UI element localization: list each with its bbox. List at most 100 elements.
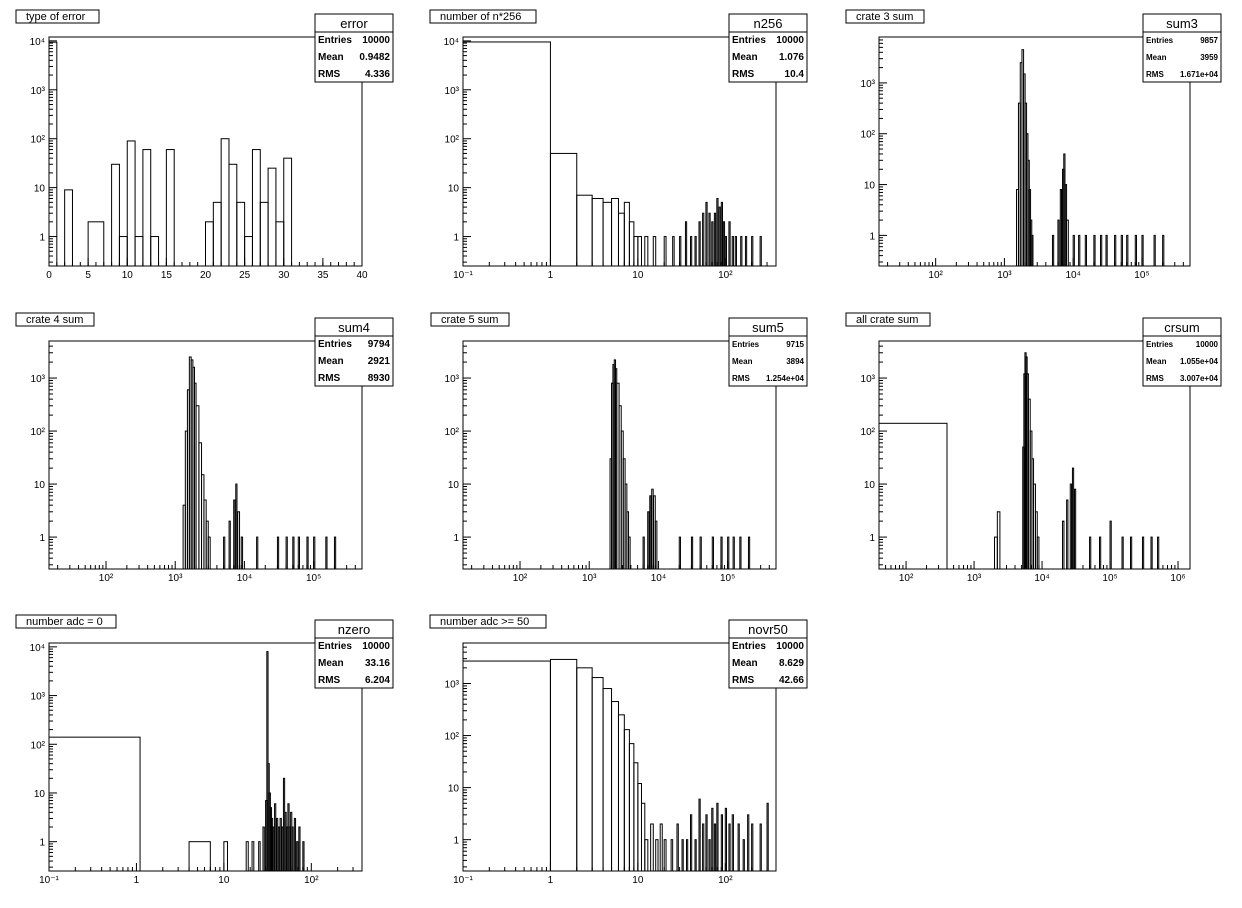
histogram-bin [1071,467,1075,570]
stats-entries-label: Entries [318,35,352,46]
histogram-bin [732,536,735,570]
y-tick-label: 10 [34,480,46,491]
plot-frame [878,36,1191,267]
stats-entries-label: Entries [732,641,766,652]
histogram-bin [684,221,688,267]
stats-rms-value: 3.007e+04 [1180,374,1219,383]
stats-box [314,317,394,387]
stats-mean-label: Mean [318,658,344,669]
y-tick-label: 10 [34,184,46,195]
histogram-bin [628,221,635,267]
histogram-bin [1126,234,1129,267]
histogram-bin [737,823,740,872]
histogram-bin [1031,234,1034,267]
stats-mean-value: 3894 [786,357,804,366]
histogram-bin [272,826,275,872]
histogram-bin [220,138,230,267]
histogram-bin [602,201,613,267]
histogram-title-box [15,9,100,24]
histogram-bin [617,212,625,267]
histogram-bin [720,536,723,570]
stats-rms-value: 6.204 [365,675,390,686]
histogram-bin [1078,234,1081,267]
x-tick-label: 10⁵ [1102,573,1117,584]
histogram-panel-6: 10² 10³ 10⁴ 10⁵ 10⁶ 1 10 10² 10³ all crate sum crs… [845,312,1222,584]
x-tick-label: 10³ [168,573,183,584]
histogram-bin [1105,234,1108,267]
histogram-bin [727,536,730,570]
stats-mean-value: 1.055e+04 [1180,357,1219,366]
histogram-bin [637,236,642,267]
y-tick-label: 10 [448,784,460,795]
histogram-bin [205,221,214,267]
histogram-bin [462,660,551,872]
histogram-bin [1036,536,1040,570]
stats-rms-label: RMS [318,69,341,80]
stats-mean-label: Mean [732,52,758,63]
histogram-bin [236,201,246,267]
histogram-bin [633,762,639,872]
histogram-bin [996,511,1001,570]
stats-entries-value: 9715 [786,340,804,349]
histogram-bin [740,236,743,267]
histogram-panel-7: 10⁻¹ 1 10 10² 1 10 10² 10³ 10⁴ number adc = 0 nzer… [15,614,394,886]
histogram-panel-3: 10² 10³ 10⁴ 10⁵ 1 10 10² 10³ crate 3 sum sum3 Entr… [845,9,1222,281]
stats-rms-label: RMS [1146,374,1164,383]
x-tick-label: 10² [928,270,943,281]
stats-rms-label: RMS [1146,70,1164,79]
histogram-title: number adc >= 50 [440,616,529,628]
stats-mean-label: Mean [732,658,758,669]
histogram-bin [1157,536,1160,570]
stats-histogram-name: n256 [754,16,783,31]
x-tick-label: 25 [239,270,251,281]
stats-box [728,317,808,387]
histogram-bin [644,839,649,872]
y-tick-label: 1 [39,233,45,244]
histogram-bin [313,536,316,570]
histogram-bin [1057,219,1060,267]
histogram-bin [1100,234,1103,267]
x-tick-label: 10⁵ [306,573,321,584]
y-tick-label: 10 [448,480,460,491]
x-tick-label: 10² [899,573,914,584]
y-tick-label: 10⁴ [30,643,45,654]
histogram-bin [87,221,105,267]
histogram-bin [679,236,682,267]
stats-mean-value: 33.16 [365,658,390,669]
stats-mean-label: Mean [1146,357,1167,366]
histogram-bin [628,743,635,872]
histogram-bin [549,658,578,872]
stats-mean-label: Mean [318,52,344,63]
histogram-bin [650,823,654,872]
x-tick-label: 10³ [967,573,982,584]
histogram-bin [291,826,294,872]
histogram-bin [652,236,657,267]
stats-box [1142,317,1222,387]
histogram-panel-1: 0 5 10 15 20 25 30 35 40 1 10 10² 10³ 10⁴ type of erro… [15,9,394,281]
x-tick-label: 5 [85,270,91,281]
histogram-bin [1141,234,1144,267]
x-tick-label: 10⁴ [1065,270,1080,281]
histogram-bin [1084,234,1087,267]
histogram-bin [690,236,693,267]
histogram-bin [266,651,269,872]
histogram-bin [731,236,734,267]
histogram-bin [699,536,702,570]
stats-rms-label: RMS [318,373,341,384]
histogram-bin [1114,234,1117,267]
histogram-bin [298,826,301,872]
stats-box [314,13,394,83]
y-tick-label: 10 [34,789,46,800]
stats-entries-label: Entries [732,340,760,349]
y-tick-label: 1 [453,836,459,847]
stats-histogram-name: sum3 [1166,16,1198,31]
histogram-bin [1141,536,1145,570]
histogram-bin [282,777,286,872]
y-tick-label: 10³ [861,374,876,385]
histogram-bin [611,197,619,267]
x-tick-label: 15 [161,270,173,281]
histogram-bin [212,201,222,267]
histogram-bin [256,536,259,570]
histogram-bin [637,782,642,872]
x-tick-label: 10⁻¹ [453,875,473,886]
